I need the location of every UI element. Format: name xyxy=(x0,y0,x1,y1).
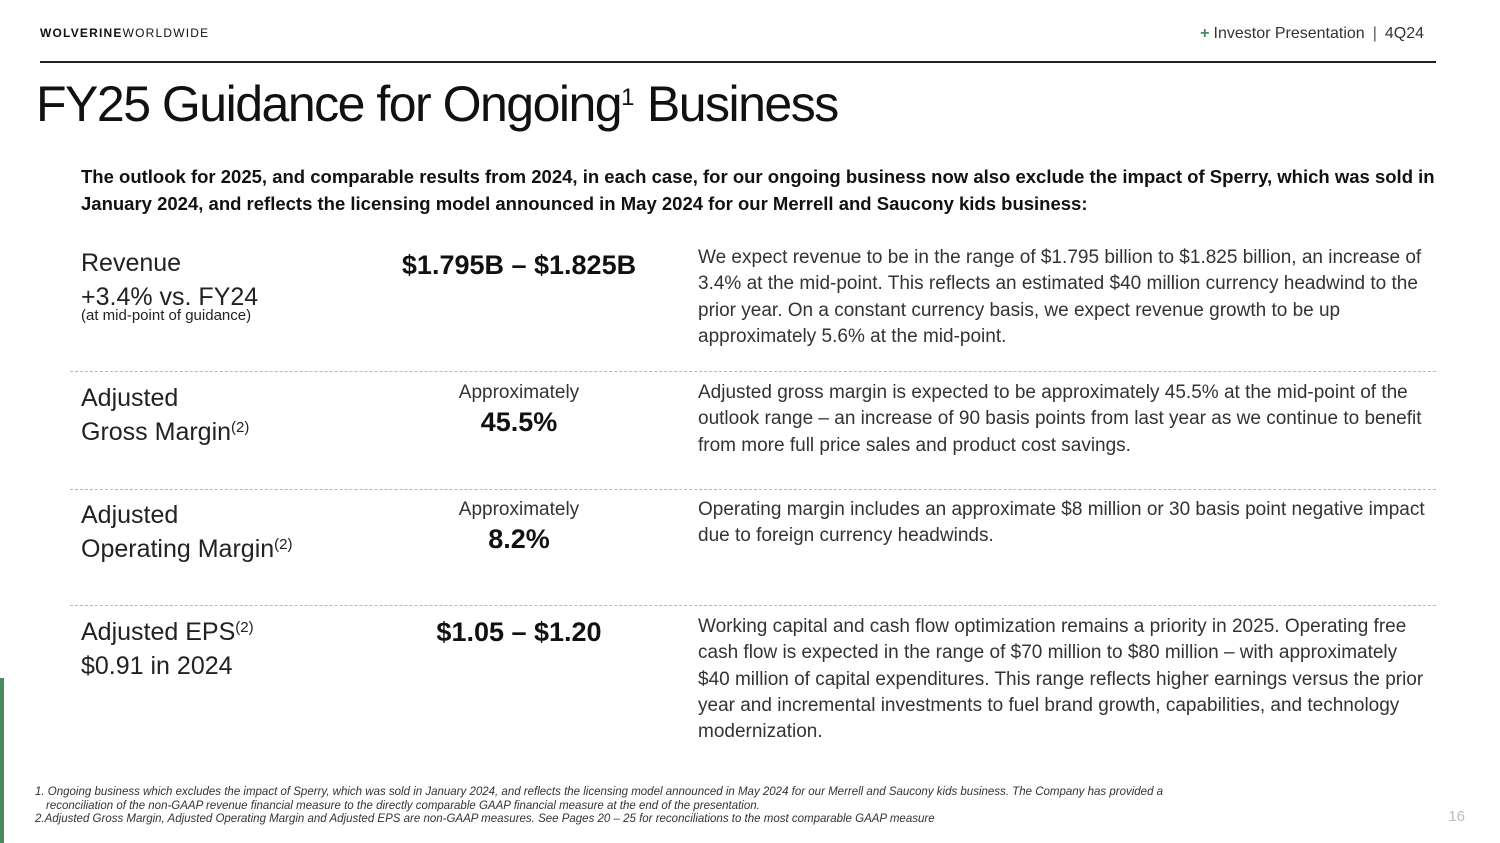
value-gross-margin: Approximately 45.5% xyxy=(380,381,658,439)
footnotes: 1. Ongoing business which excludes the i… xyxy=(35,786,1415,827)
header-section-label: + Investor Presentation | 4Q24 xyxy=(1200,25,1424,43)
metric-operating-margin: Adjusted Operating Margin(2) xyxy=(81,498,293,566)
metric-label: Revenue xyxy=(81,249,182,277)
company-logo: WOLVERINEWORLDWIDE xyxy=(40,26,209,40)
header-rule xyxy=(40,61,1436,63)
metric-note: (at mid-point of guidance) xyxy=(81,307,252,324)
title-main: FY25 Guidance for Ongoing xyxy=(36,76,623,132)
metric-revenue: Revenue +3.4% vs. FY24 (at mid-point of … xyxy=(81,246,258,323)
metric-footnote-ref: (2) xyxy=(235,619,254,636)
plus-icon: + xyxy=(1200,25,1210,42)
metric-gross-margin: Adjusted Gross Margin(2) xyxy=(81,381,249,449)
metric-sublabel: $0.91 in 2024 xyxy=(81,652,233,680)
value-number: 8.2% xyxy=(488,524,550,554)
metric-sublabel: Gross Margin xyxy=(81,418,232,446)
title-tail: Business xyxy=(634,76,839,132)
value-revenue: $1.795B – $1.825B xyxy=(380,248,658,282)
footnote-2: 2.Adjusted Gross Margin, Adjusted Operat… xyxy=(35,813,935,825)
section-title: Investor Presentation xyxy=(1213,25,1365,42)
value-number: $1.05 – $1.20 xyxy=(436,617,602,647)
description-eps: Working capital and cash flow optimizati… xyxy=(698,616,1424,743)
description-operating-margin: Operating margin includes an approximate… xyxy=(698,499,1425,547)
page-number: 16 xyxy=(1448,808,1465,825)
footnote-1-continued: reconciliation of the non-GAAP revenue f… xyxy=(46,799,760,812)
metric-label: Adjusted xyxy=(81,501,179,529)
logo-light-text: WORLDWIDE xyxy=(122,26,210,40)
logo-bold-text: WOLVERINE xyxy=(40,26,123,40)
metric-eps: Adjusted EPS(2) $0.91 in 2024 xyxy=(81,615,254,683)
footnote-1: 1. Ongoing business which excludes the i… xyxy=(35,786,1164,798)
metric-sublabel: +3.4% vs. FY24 xyxy=(81,283,259,311)
row-divider xyxy=(70,489,1436,490)
description-revenue: We expect revenue to be in the range of … xyxy=(698,247,1422,347)
header-separator: | xyxy=(1372,25,1377,42)
intro-text: The outlook for 2025, and comparable res… xyxy=(81,166,1435,214)
metric-footnote-ref: (2) xyxy=(231,419,250,436)
metric-label: Adjusted EPS xyxy=(81,618,236,646)
row-divider xyxy=(70,371,1436,372)
value-operating-margin: Approximately 8.2% xyxy=(380,498,658,556)
value-prefix: Approximately xyxy=(458,382,580,403)
metric-label: Adjusted xyxy=(81,384,179,412)
page-title: FY25 Guidance for Ongoing1 Business xyxy=(36,76,839,132)
value-number: $1.795B – $1.825B xyxy=(401,250,637,280)
row-divider xyxy=(70,605,1436,606)
period-label: 4Q24 xyxy=(1384,25,1424,42)
value-eps: $1.05 – $1.20 xyxy=(380,615,658,649)
description-gross-margin: Adjusted gross margin is expected to be … xyxy=(698,382,1422,456)
title-footnote-ref: 1 xyxy=(621,84,635,111)
value-number: 45.5% xyxy=(480,407,558,437)
value-prefix: Approximately xyxy=(458,499,580,520)
left-accent-bar xyxy=(0,678,4,843)
metric-footnote-ref: (2) xyxy=(274,536,293,553)
metric-sublabel: Operating Margin xyxy=(81,535,275,563)
